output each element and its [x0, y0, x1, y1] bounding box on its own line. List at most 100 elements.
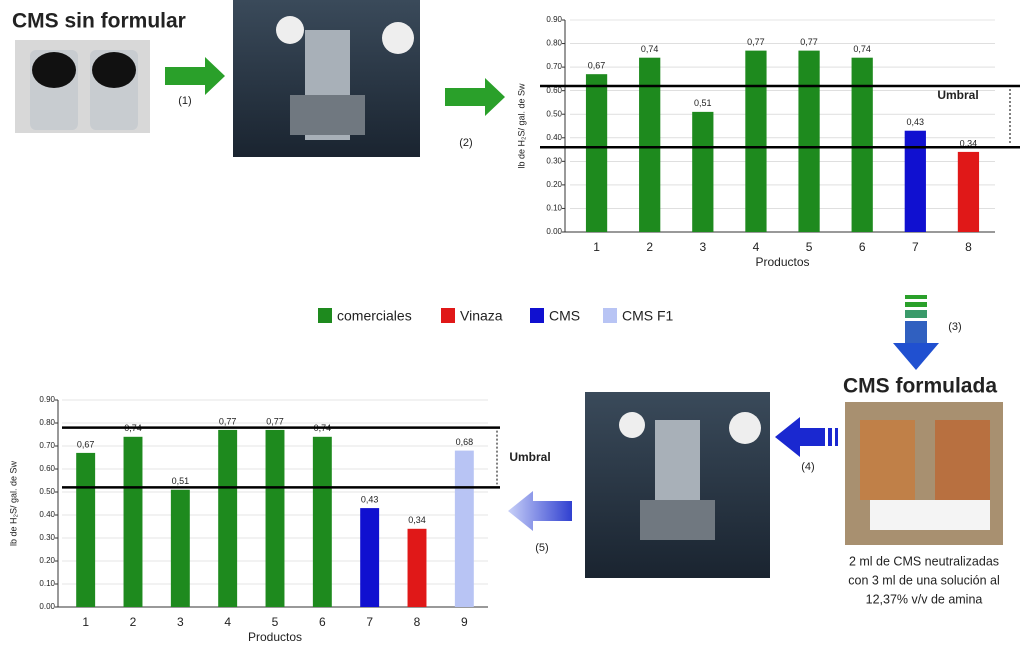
- bar: [218, 430, 237, 607]
- bar: [745, 51, 766, 232]
- x-tick-label: 4: [753, 240, 760, 254]
- caption: con 3 ml de una solución al: [848, 573, 999, 587]
- y-tick-label: 0.10: [546, 204, 562, 213]
- step-label: (2): [459, 137, 472, 149]
- value-label: 0,77: [800, 37, 818, 47]
- legend-swatch: [318, 308, 332, 323]
- value-label: 0,67: [77, 439, 95, 449]
- x-axis-label: Productos: [248, 630, 302, 644]
- x-tick-label: 4: [224, 615, 231, 629]
- x-tick-label: 8: [965, 240, 972, 254]
- value-label: 0,68: [456, 437, 474, 447]
- x-axis-label: Productos: [755, 255, 809, 269]
- x-tick-label: 1: [82, 615, 89, 629]
- step-label: (4): [801, 461, 814, 473]
- y-tick-label: 0.60: [39, 464, 55, 473]
- value-label: 0,74: [641, 44, 659, 54]
- value-label: 0,67: [588, 61, 606, 71]
- bar: [455, 451, 474, 607]
- x-tick-label: 2: [130, 615, 137, 629]
- annotation: Umbral: [509, 450, 550, 464]
- value-label: 0,34: [408, 515, 426, 525]
- y-axis-label: lb de H₂S/ gal. de Sw: [8, 460, 18, 546]
- legend-label: CMS F1: [622, 308, 674, 324]
- legend-label: comerciales: [337, 308, 412, 324]
- step-label: (3): [948, 321, 961, 333]
- y-tick-label: 0.30: [546, 156, 562, 165]
- x-tick-label: 7: [366, 615, 373, 629]
- bar: [852, 58, 873, 232]
- value-label: 0,51: [694, 98, 712, 108]
- y-tick-label: 0.00: [39, 602, 55, 611]
- legend-swatch: [441, 308, 455, 323]
- value-label: 0,77: [747, 37, 765, 47]
- bar: [360, 508, 379, 607]
- bar: [958, 152, 979, 232]
- step-label: (5): [535, 542, 548, 554]
- x-tick-label: 5: [806, 240, 813, 254]
- bar: [692, 112, 713, 232]
- bar: [171, 490, 190, 607]
- caption: 12,37% v/v de amina: [866, 592, 983, 606]
- annotation: Umbral: [937, 88, 978, 102]
- value-label: 0,77: [219, 416, 237, 426]
- x-tick-label: 3: [177, 615, 184, 629]
- value-label: 0,43: [907, 117, 925, 127]
- photo-formulated: [845, 402, 1003, 545]
- x-tick-label: 8: [414, 615, 421, 629]
- bar: [313, 437, 332, 607]
- bar: [905, 131, 926, 232]
- photo-cups: [15, 40, 150, 133]
- title-start: CMS sin formular: [12, 10, 186, 33]
- value-label: 0,43: [361, 494, 379, 504]
- photo-reactor: [233, 0, 420, 157]
- legend-label: Vinaza: [460, 308, 503, 324]
- y-tick-label: 0.40: [546, 133, 562, 142]
- y-tick-label: 0.50: [39, 487, 55, 496]
- x-tick-label: 3: [699, 240, 706, 254]
- arrow: [508, 491, 572, 531]
- figure: CMS sin formular CMS formulada 2 ml de C…: [0, 0, 1025, 656]
- y-tick-label: 0.70: [39, 441, 55, 450]
- legend-swatch: [530, 308, 544, 323]
- y-tick-label: 0.50: [546, 109, 562, 118]
- bar: [408, 529, 427, 607]
- step-label: (1): [178, 95, 191, 107]
- x-tick-label: 5: [272, 615, 279, 629]
- bar: [266, 430, 285, 607]
- value-label: 0,74: [853, 44, 871, 54]
- arrow: [893, 295, 939, 370]
- y-tick-label: 0.20: [39, 556, 55, 565]
- bar: [76, 453, 95, 607]
- bar: [124, 437, 143, 607]
- x-tick-label: 6: [319, 615, 326, 629]
- arrow: [165, 57, 225, 95]
- y-tick-label: 0.80: [39, 418, 55, 427]
- y-tick-label: 0.70: [546, 62, 562, 71]
- title-end: CMS formulada: [843, 375, 997, 398]
- y-tick-label: 0.90: [39, 395, 55, 404]
- y-axis-label: lb de H₂S/ gal. de Sw: [516, 83, 526, 169]
- legend-label: CMS: [549, 308, 580, 324]
- x-tick-label: 7: [912, 240, 919, 254]
- y-tick-label: 0.20: [546, 180, 562, 189]
- photo-reactor: [585, 392, 770, 578]
- value-label: 0,77: [266, 416, 284, 426]
- arrow: [445, 78, 505, 116]
- x-tick-label: 9: [461, 615, 468, 629]
- x-tick-label: 1: [593, 240, 600, 254]
- value-label: 0,51: [172, 476, 190, 486]
- y-tick-label: 0.90: [546, 15, 562, 24]
- caption: 2 ml de CMS neutralizadas: [849, 554, 999, 568]
- bar: [639, 58, 660, 232]
- y-tick-label: 0.80: [546, 39, 562, 48]
- bar: [586, 74, 607, 232]
- bar: [798, 51, 819, 232]
- y-tick-label: 0.00: [546, 227, 562, 236]
- arrow: [775, 417, 838, 457]
- x-tick-label: 2: [646, 240, 653, 254]
- y-tick-label: 0.10: [39, 579, 55, 588]
- y-tick-label: 0.30: [39, 533, 55, 542]
- legend-swatch: [603, 308, 617, 323]
- y-tick-label: 0.40: [39, 510, 55, 519]
